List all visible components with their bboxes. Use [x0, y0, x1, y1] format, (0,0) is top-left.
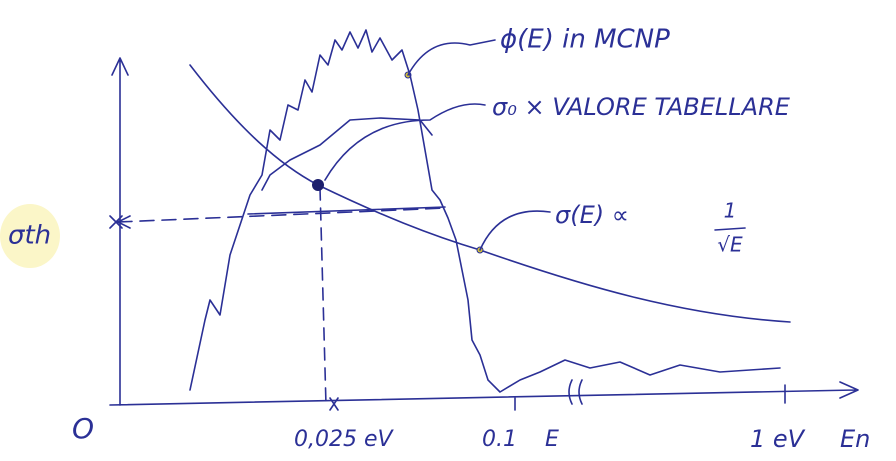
flux-curve	[189, 29, 781, 393]
origin-label: O	[72, 412, 94, 445]
dashed-horizontal	[117, 207, 446, 223]
leader-sigma0	[324, 103, 486, 181]
fraction-den: √E	[717, 233, 743, 257]
y-axis	[111, 57, 129, 406]
average-bar	[247, 206, 446, 215]
leader-sigma	[479, 210, 551, 251]
cross-mark	[109, 215, 131, 229]
sigma-label: σ(E) ∝	[555, 201, 629, 229]
x-axis	[109, 381, 859, 406]
y-axis-label: σth	[8, 221, 51, 251]
leader-flux	[407, 39, 496, 76]
sigma-curve	[189, 64, 791, 323]
dashed-vertical	[319, 187, 327, 406]
x-ticks	[329, 384, 786, 411]
x-tick-label: 1 eV	[750, 425, 806, 453]
sigma0-point	[312, 179, 324, 191]
flux-label: ϕ(E) in MCNP	[500, 25, 670, 55]
highlight	[0, 204, 60, 268]
sigma0-label: σ₀ × VALORE TABELLARE	[492, 93, 791, 121]
fraction-bar	[714, 227, 746, 231]
x-tick-label: 0,025 eV	[294, 427, 395, 452]
x-tick-label: 0.1	[482, 427, 517, 452]
x-axis-label: En	[840, 425, 870, 453]
flux-inner	[261, 117, 433, 191]
axis-break	[568, 379, 583, 405]
fraction-num: 1	[724, 199, 737, 223]
x-tick-label: E	[545, 427, 559, 452]
